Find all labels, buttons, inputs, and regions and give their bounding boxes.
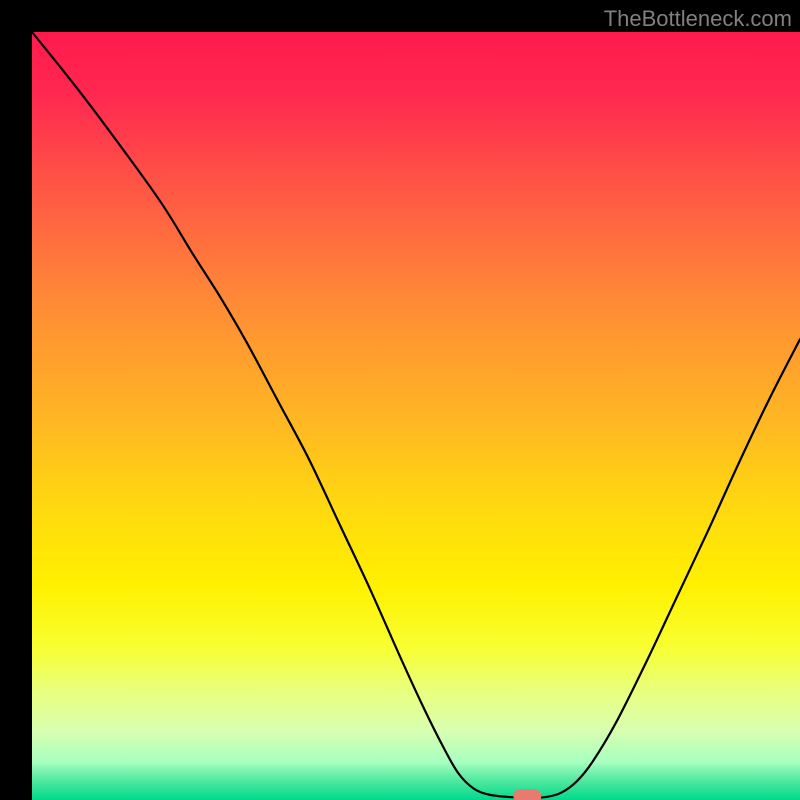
watermark-text: TheBottleneck.com [604,6,792,32]
chart-container: TheBottleneck.com [0,0,800,800]
optimal-point-marker [513,789,541,800]
chart-gradient-plot-area [32,32,800,800]
gradient-chart [0,0,800,800]
